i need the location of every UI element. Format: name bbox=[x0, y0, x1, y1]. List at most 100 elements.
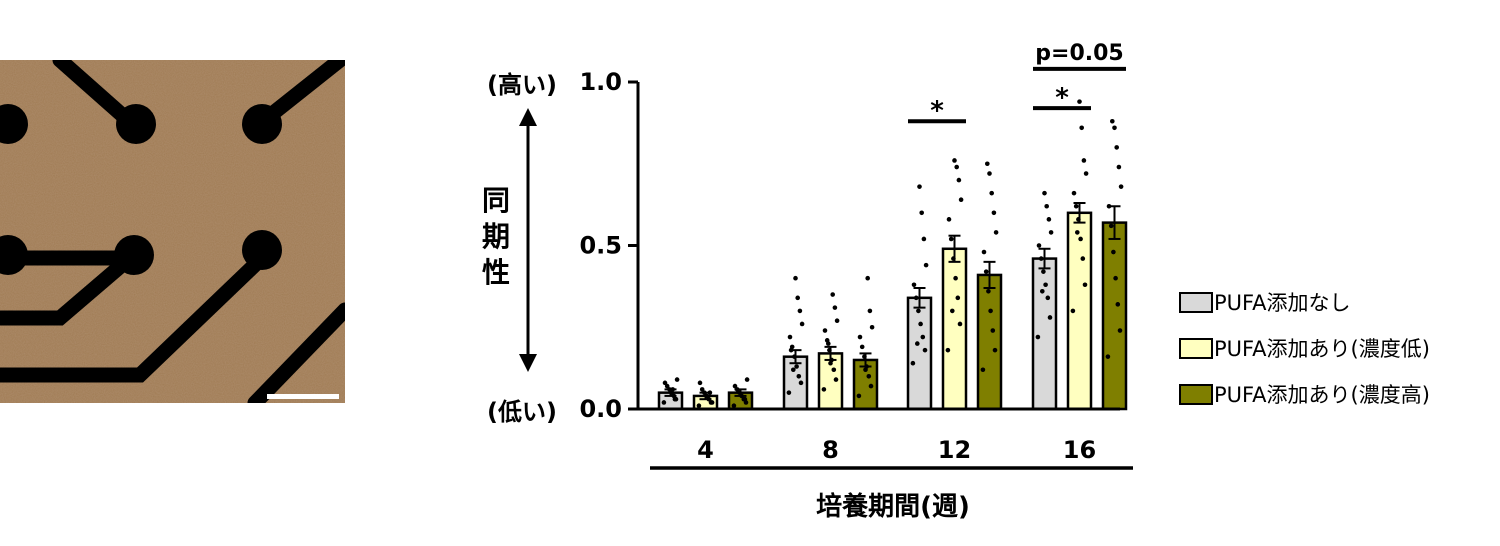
legend-swatch bbox=[1179, 384, 1213, 405]
data-point bbox=[1044, 203, 1049, 209]
data-point bbox=[832, 305, 838, 310]
y-tick-label: 0.0 bbox=[579, 395, 622, 423]
data-point bbox=[1118, 184, 1124, 189]
data-point bbox=[709, 400, 715, 405]
data-point bbox=[706, 396, 712, 402]
data-point bbox=[923, 262, 929, 268]
data-point bbox=[985, 161, 990, 167]
data-point bbox=[796, 374, 802, 379]
data-point bbox=[950, 308, 955, 314]
data-point bbox=[991, 210, 997, 216]
data-point bbox=[986, 288, 991, 294]
data-point bbox=[1047, 315, 1053, 320]
y-side-labels: (高い) (低い) 同 期 性 bbox=[482, 71, 557, 426]
microscope-image bbox=[0, 60, 345, 403]
data-point bbox=[1106, 203, 1112, 209]
bar bbox=[941, 247, 968, 411]
electrode-pads bbox=[0, 104, 282, 275]
data-point bbox=[1048, 230, 1054, 235]
data-point bbox=[787, 334, 793, 340]
legend-swatch bbox=[1179, 338, 1213, 359]
y-label-char-1: 同 bbox=[482, 184, 510, 217]
x-tick-label: 12 bbox=[938, 436, 971, 464]
data-point bbox=[867, 308, 873, 314]
data-point bbox=[1112, 125, 1117, 131]
data-point bbox=[664, 383, 670, 389]
data-point bbox=[956, 177, 962, 183]
data-point bbox=[865, 275, 870, 281]
data-point bbox=[948, 236, 954, 242]
data-point bbox=[1081, 158, 1087, 163]
legend: PUFA添加なし PUFA添加あり(濃度低) PUFA添加あり(濃度高) bbox=[1179, 291, 1430, 407]
data-point bbox=[913, 295, 919, 301]
data-point bbox=[992, 347, 998, 353]
data-point bbox=[672, 396, 678, 402]
x-tick-label: 8 bbox=[822, 436, 839, 464]
data-point bbox=[739, 393, 744, 399]
data-point bbox=[990, 328, 996, 333]
data-point bbox=[834, 318, 840, 324]
data-point bbox=[1070, 308, 1076, 314]
data-point bbox=[910, 360, 916, 366]
data-point bbox=[1041, 269, 1046, 274]
data-point bbox=[699, 387, 705, 392]
data-point bbox=[670, 387, 675, 392]
data-point bbox=[662, 380, 668, 386]
data-point bbox=[1117, 328, 1123, 333]
data-point bbox=[1079, 125, 1084, 131]
y-high-label: (高い) bbox=[487, 71, 557, 99]
data-point bbox=[742, 396, 748, 402]
data-point bbox=[744, 377, 750, 382]
data-point bbox=[1108, 223, 1114, 229]
bar bbox=[906, 296, 933, 411]
data-point bbox=[792, 354, 797, 359]
data-point bbox=[1036, 243, 1042, 248]
data-point bbox=[828, 360, 833, 366]
data-point bbox=[983, 269, 989, 274]
data-point bbox=[1115, 302, 1121, 307]
data-point bbox=[1113, 275, 1118, 281]
data-point bbox=[922, 347, 928, 353]
data-point bbox=[827, 347, 832, 353]
y-tick-label: 0.5 bbox=[579, 232, 622, 260]
data-point bbox=[1043, 282, 1048, 288]
data-point bbox=[1116, 164, 1122, 170]
data-point bbox=[989, 190, 994, 196]
data-point bbox=[1080, 256, 1086, 261]
data-point bbox=[945, 347, 951, 353]
data-point bbox=[952, 158, 957, 163]
double-arrow-icon bbox=[519, 108, 537, 372]
data-point bbox=[1042, 190, 1047, 196]
data-point bbox=[1082, 282, 1088, 288]
data-point bbox=[704, 393, 709, 399]
data-point bbox=[868, 383, 874, 389]
data-point bbox=[793, 275, 798, 281]
data-point bbox=[822, 328, 828, 333]
data-point bbox=[946, 217, 952, 222]
data-point bbox=[797, 308, 803, 314]
data-point bbox=[732, 383, 738, 389]
legend-swatch bbox=[1179, 292, 1213, 313]
data-point bbox=[863, 367, 868, 373]
data-point bbox=[866, 374, 872, 379]
y-label-char-3: 性 bbox=[482, 256, 510, 289]
scale-bar bbox=[267, 394, 339, 399]
data-point bbox=[731, 403, 737, 409]
data-point bbox=[786, 390, 792, 395]
data-point bbox=[916, 308, 921, 314]
data-point bbox=[831, 367, 837, 373]
significance-label: * bbox=[1055, 83, 1069, 113]
data-point bbox=[1105, 354, 1111, 359]
data-point bbox=[987, 171, 992, 176]
legend-label: PUFA添加あり(濃度低) bbox=[1214, 337, 1430, 361]
data-point bbox=[921, 236, 927, 242]
data-point bbox=[1083, 171, 1089, 176]
data-point bbox=[856, 393, 862, 399]
x-tick-label: 4 bbox=[697, 436, 714, 464]
electrode-traces bbox=[0, 60, 345, 403]
data-point bbox=[1071, 190, 1077, 196]
data-point bbox=[957, 321, 963, 327]
data-point bbox=[1046, 217, 1052, 222]
data-point bbox=[702, 390, 707, 395]
data-point bbox=[920, 334, 926, 340]
